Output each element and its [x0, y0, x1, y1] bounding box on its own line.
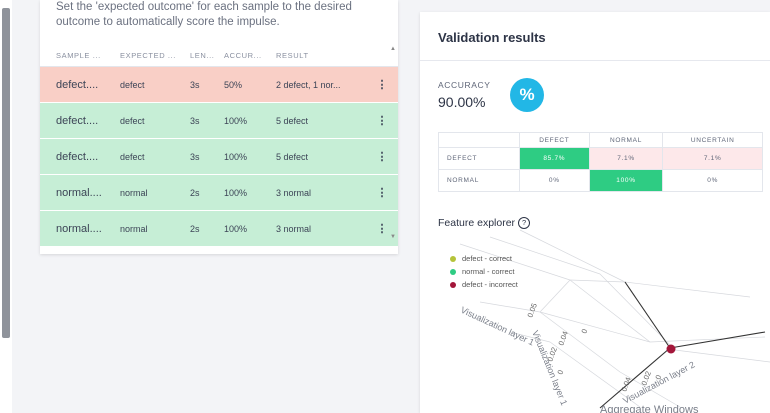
row-menu-icon[interactable]: ⋮	[376, 187, 388, 199]
sample-name: normal....	[56, 186, 102, 199]
expected-outcome[interactable]: defect	[120, 79, 145, 90]
row-menu-icon[interactable]: ⋮	[376, 79, 388, 91]
tick-label: 0.04	[556, 330, 569, 347]
table-header: SAMPLE ... EXPECTED ... LEN... ACCUR... …	[40, 44, 398, 67]
samples-card: Set the 'expected outcome' for each samp…	[40, 0, 398, 254]
page-scrollbar-thumb[interactable]	[2, 8, 10, 338]
matrix-cell: 7.1%	[662, 147, 763, 170]
table-row[interactable]: defect.... defect 3s 50% 2 defect, 1 nor…	[40, 67, 398, 103]
matrix-cell: 0%	[662, 169, 763, 192]
accuracy-value: 90.00%	[438, 94, 486, 110]
expected-outcome[interactable]: normal	[120, 187, 148, 198]
legend-item[interactable]: defect - correct	[450, 252, 518, 265]
header-sample[interactable]: SAMPLE ...	[56, 50, 101, 60]
legend-item[interactable]: defect - incorrect	[450, 278, 518, 291]
matrix-row-header: NORMAL	[438, 169, 520, 192]
feature-explorer-title: Feature explorer?	[438, 217, 531, 229]
table-row[interactable]: normal.... normal 2s 100% 3 normal ⋮	[40, 211, 398, 247]
expected-outcome[interactable]: defect	[120, 115, 145, 126]
table-row[interactable]: normal.... normal 2s 100% 3 normal ⋮	[40, 175, 398, 211]
header-expected[interactable]: EXPECTED ...	[120, 50, 176, 60]
legend-item[interactable]: normal - correct	[450, 265, 518, 278]
matrix-cell: 7.1%	[588, 147, 664, 170]
table-row[interactable]: defect.... defect 3s 100% 5 defect ⋮	[40, 139, 398, 175]
sample-result: 5 defect	[276, 115, 309, 126]
data-point[interactable]	[666, 344, 676, 354]
validation-card: Validation results ACCURACY 90.00% % DEF…	[420, 12, 770, 413]
sample-result: 5 defect	[276, 151, 309, 162]
header-result[interactable]: RESULT	[276, 50, 309, 60]
tick-label: 0.04	[619, 376, 632, 393]
sample-name: defect....	[56, 150, 99, 163]
sample-length: 2s	[190, 223, 200, 234]
divider	[420, 60, 770, 61]
sample-length: 3s	[190, 115, 200, 126]
sample-name: normal....	[56, 222, 102, 235]
sample-result: 2 defect, 1 nor...	[276, 79, 341, 90]
sample-name: defect....	[56, 114, 99, 127]
axis-label: Visualization layer 1	[459, 305, 536, 348]
legend-dot	[450, 281, 456, 288]
table-scroll-down-icon[interactable]: ▼	[390, 234, 396, 240]
percent-icon: %	[510, 78, 544, 112]
sample-accuracy: 100%	[224, 151, 248, 162]
matrix-cell: 85.7%	[519, 147, 590, 170]
header-accuracy[interactable]: ACCUR...	[224, 50, 262, 60]
tick-label: 0	[653, 374, 663, 381]
legend-dot	[450, 268, 456, 275]
expected-outcome[interactable]: defect	[120, 151, 145, 162]
samples-table: SAMPLE ... EXPECTED ... LEN... ACCUR... …	[40, 44, 398, 247]
sample-accuracy: 50%	[224, 79, 243, 90]
matrix-cell: 100%	[588, 169, 664, 192]
tick-label: 0	[555, 369, 565, 376]
sample-accuracy: 100%	[224, 223, 248, 234]
accuracy-label: ACCURACY	[438, 80, 491, 90]
tick-label: 0.05	[525, 302, 538, 319]
tick-label: 0	[579, 328, 589, 335]
sample-result: 3 normal	[276, 187, 312, 198]
help-icon[interactable]: ?	[518, 217, 531, 229]
table-row[interactable]: defect.... defect 3s 100% 5 defect ⋮	[40, 103, 398, 139]
feature-explorer-plot[interactable]: 0.05 0.04 0.02 0 0 0.04 0.02 0 Visualiza…	[420, 12, 770, 413]
legend-dot	[450, 255, 456, 262]
confusion-matrix: DEFECT NORMAL UNCERTAIN DEFECT 85.7% 7.1…	[438, 132, 763, 192]
axis-label: Aggregate Windows	[600, 404, 699, 413]
sample-length: 3s	[190, 151, 200, 162]
sample-length: 2s	[190, 187, 200, 198]
plot-legend: defect - correct normal - correct defect…	[450, 252, 518, 291]
sample-accuracy: 100%	[224, 187, 248, 198]
table-scroll-up-icon[interactable]: ▲	[390, 46, 396, 52]
row-menu-icon[interactable]: ⋮	[376, 223, 388, 235]
sample-result: 3 normal	[276, 223, 312, 234]
sample-name: defect....	[56, 78, 99, 91]
instructions-text: Set the 'expected outcome' for each samp…	[56, 1, 352, 28]
validation-title: Validation results	[438, 30, 546, 45]
sample-length: 3s	[190, 79, 200, 90]
row-menu-icon[interactable]: ⋮	[376, 115, 388, 127]
expected-outcome[interactable]: normal	[120, 223, 148, 234]
sample-accuracy: 100%	[224, 115, 248, 126]
header-length[interactable]: LEN...	[190, 50, 215, 60]
row-menu-icon[interactable]: ⋮	[376, 151, 388, 163]
page-scrollbar[interactable]	[0, 0, 12, 413]
axis-label: Visualization layer 2	[621, 359, 696, 405]
